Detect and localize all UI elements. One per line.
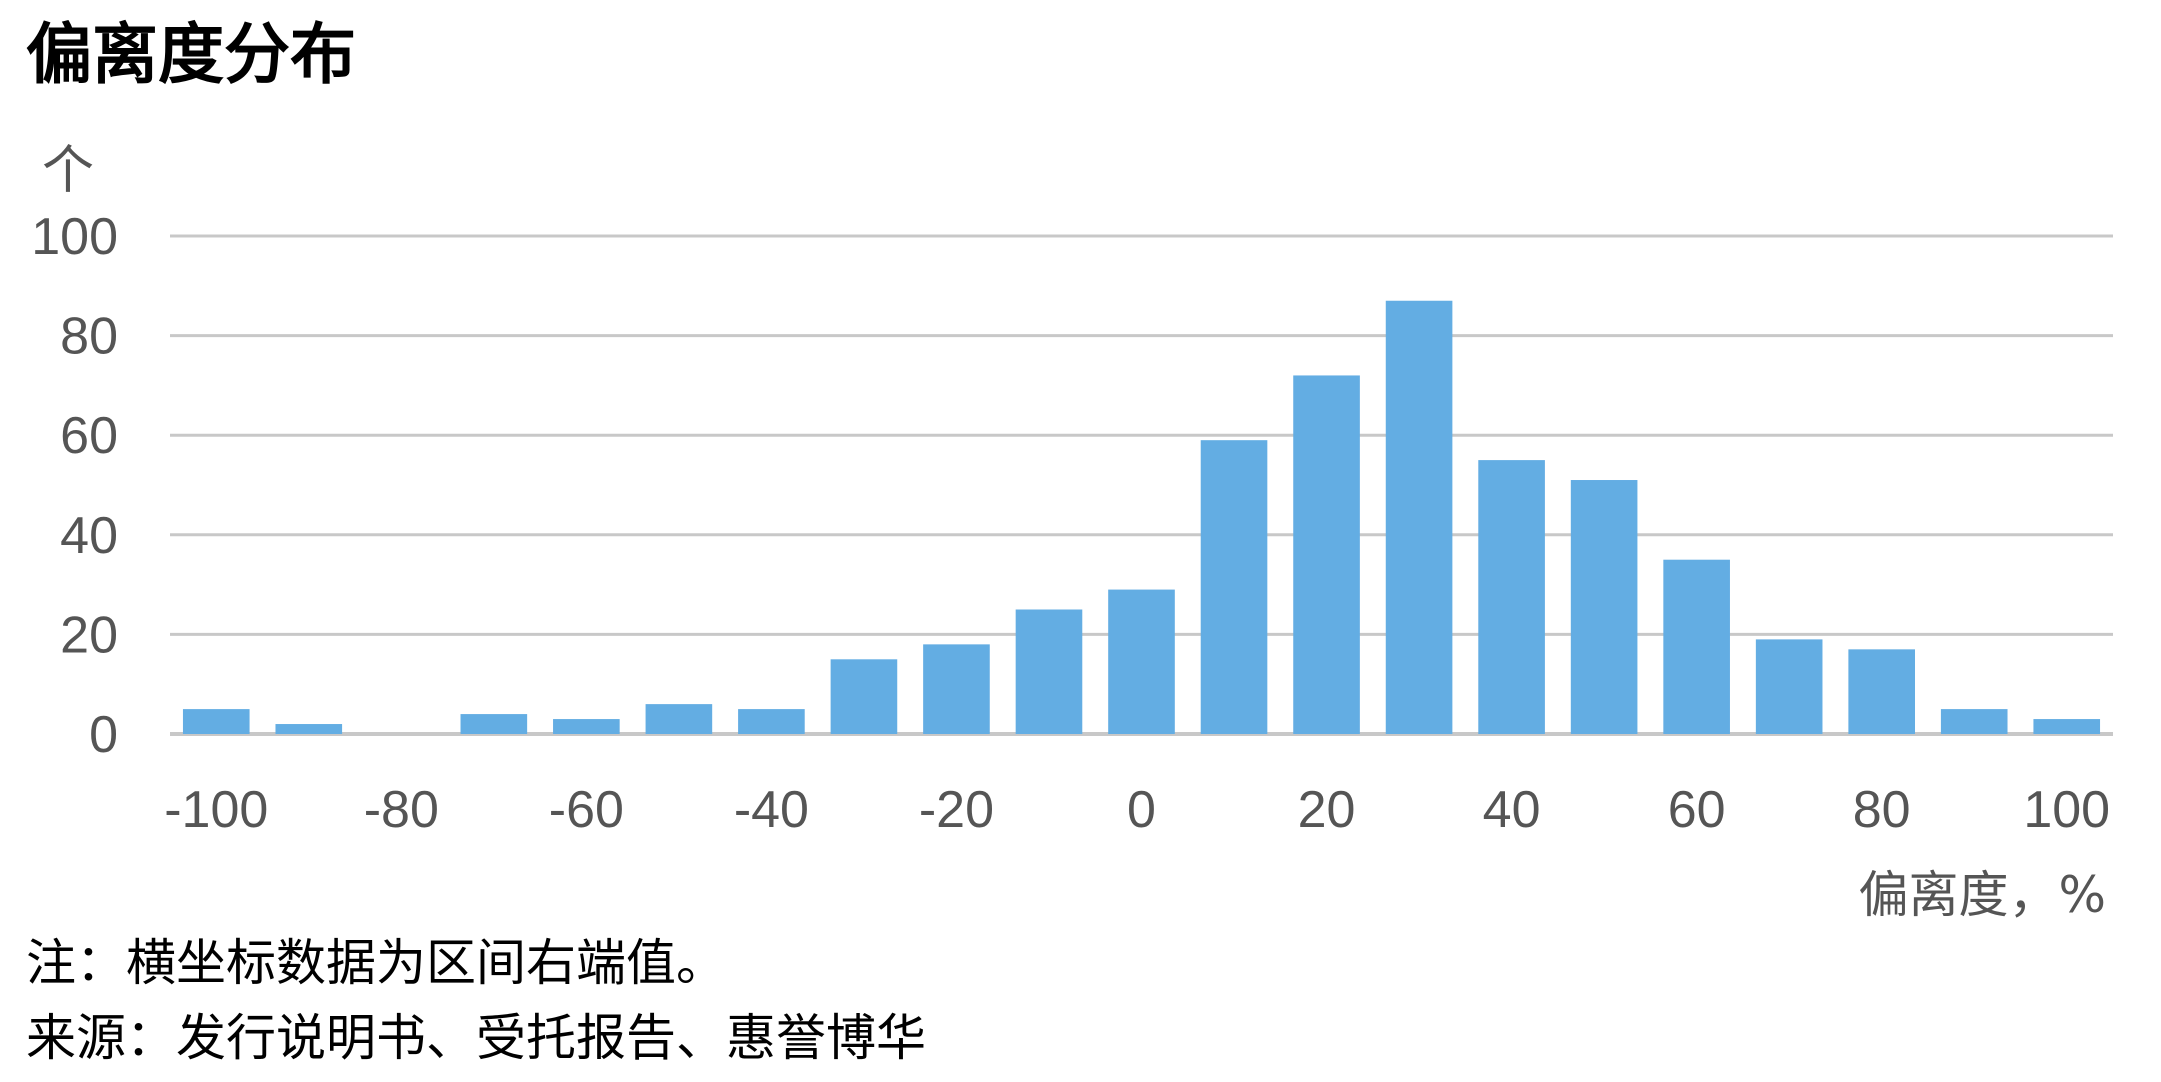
bars xyxy=(182,300,2101,734)
bar-40 xyxy=(1478,460,1545,734)
x-tick-label: -80 xyxy=(364,781,439,839)
source-note: 来源：发行说明书、受托报告、惠誉博华 xyxy=(26,1009,926,1067)
bar-100 xyxy=(2033,719,2101,734)
y-tick-label: 40 xyxy=(60,507,118,565)
x-tick-label: 20 xyxy=(1298,781,1356,839)
bar--40 xyxy=(738,709,805,734)
bar-70 xyxy=(1755,639,1823,734)
bar--100 xyxy=(182,709,250,734)
bar-60 xyxy=(1663,559,1730,734)
bar--70 xyxy=(460,714,528,734)
x-tick-label: -60 xyxy=(549,781,624,839)
x-axis-ticks: -100 -80 -60 -40 -20 0 20 40 60 80 100 xyxy=(164,781,2110,839)
y-tick-label: 80 xyxy=(60,308,118,366)
bar--90 xyxy=(275,724,343,734)
y-axis-label: 个 xyxy=(42,141,94,201)
bar--30 xyxy=(830,659,898,734)
bar-0 xyxy=(1108,589,1175,734)
x-tick-label: 0 xyxy=(1127,781,1156,839)
bar-30 xyxy=(1385,300,1453,734)
footnote: 注：横坐标数据为区间右端值。 xyxy=(26,934,726,992)
x-tick-label: -100 xyxy=(164,781,268,839)
y-tick-label: 60 xyxy=(60,407,118,465)
y-tick-label: 0 xyxy=(89,706,118,764)
bar-20 xyxy=(1293,375,1360,734)
y-tick-label: 20 xyxy=(60,606,118,664)
bar-10 xyxy=(1200,440,1268,734)
x-tick-label: 80 xyxy=(1853,781,1911,839)
bar-90 xyxy=(1940,709,2008,734)
x-axis-label: 偏离度，% xyxy=(1858,866,2106,924)
x-tick-label: 60 xyxy=(1668,781,1726,839)
y-tick-label: 100 xyxy=(31,208,118,266)
y-axis-ticks: 0 20 40 60 80 100 xyxy=(31,208,118,764)
bar-50 xyxy=(1570,480,1638,734)
bar--10 xyxy=(1015,609,1083,734)
bar--50 xyxy=(645,704,713,734)
chart-title: 偏离度分布 xyxy=(26,16,356,93)
x-tick-label: -40 xyxy=(734,781,809,839)
bar--20 xyxy=(923,644,990,734)
x-tick-label: -20 xyxy=(919,781,994,839)
x-tick-label: 100 xyxy=(2023,781,2110,839)
bar--60 xyxy=(553,719,620,734)
x-tick-label: 40 xyxy=(1483,781,1541,839)
bar-80 xyxy=(1848,649,1915,734)
